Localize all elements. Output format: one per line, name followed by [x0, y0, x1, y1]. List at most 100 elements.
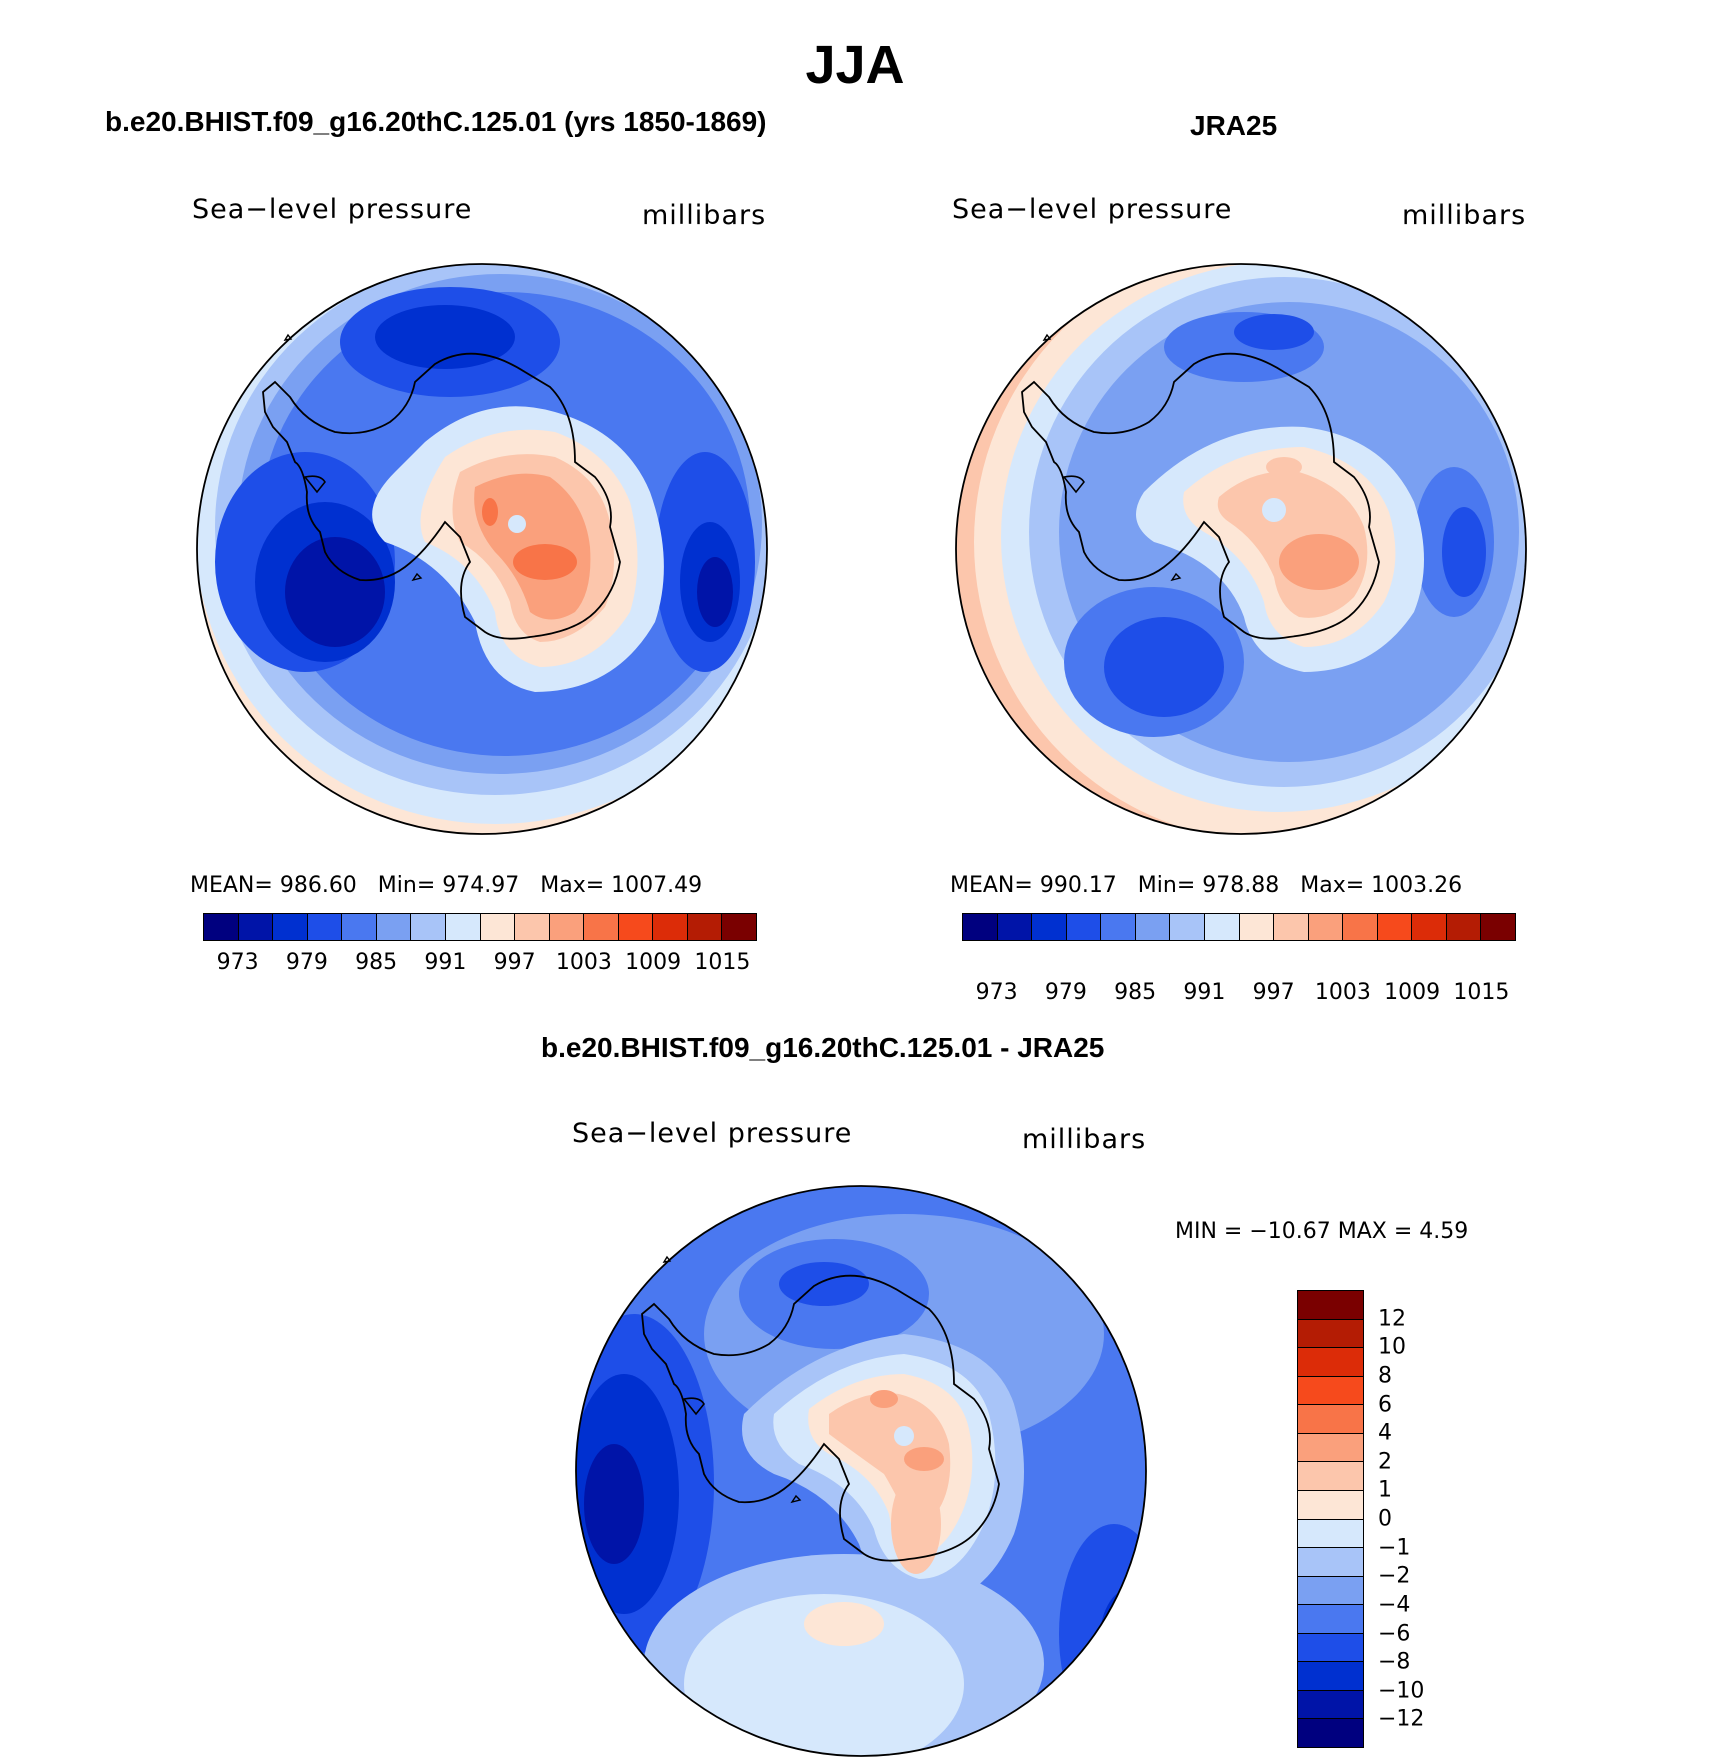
panel3-colorbar-ticks: 12 10 8 6 4 2 1 0 −1 −2 −4 −6 −8 −10 −12: [1378, 1290, 1478, 1748]
panel3-variable-label: Sea−level pressure: [572, 1118, 853, 1149]
panel3-colorbar-tick-label: 4: [1378, 1420, 1392, 1446]
panel3-colorbar-box: [1298, 1633, 1363, 1663]
panel1-colorbar-tick-label: 1003: [555, 950, 612, 975]
figure-title: JJA: [805, 35, 905, 95]
panel2-min-label: Min=: [1137, 873, 1196, 898]
panel1-colorbar-box: [204, 914, 239, 940]
panel2-colorbar-box: [1343, 914, 1378, 940]
panel1-max-value: 1007.49: [611, 873, 703, 898]
panel3-units-label: millibars: [1022, 1124, 1147, 1155]
panel3-colorbar-box: [1298, 1319, 1363, 1349]
panel1-title: b.e20.BHIST.f09_g16.20thC.125.01 (yrs 18…: [105, 106, 767, 137]
panel2-min-value: 978.88: [1202, 873, 1280, 898]
panel2-colorbar-box: [1204, 914, 1240, 940]
panel3-colorbar-box: [1298, 1405, 1363, 1434]
panel2-colorbar-box: [1481, 914, 1515, 940]
panel2-colorbar-tick-label: 1009: [1384, 980, 1441, 1005]
panel2-colorbar-box: [1377, 914, 1413, 940]
panel2-colorbar-box: [1308, 914, 1344, 940]
panel3-colorbar-tick-label: 12: [1378, 1306, 1406, 1332]
panel3-colorbar-tick-label: −12: [1378, 1706, 1425, 1732]
panel3-colorbar: [1297, 1290, 1364, 1748]
panel1-stats: MEAN= 986.60 Min= 974.97 Max= 1007.49: [190, 873, 702, 898]
panel2-mean-value: 990.17: [1039, 873, 1117, 898]
panel2-colorbar-box: [997, 914, 1033, 940]
panel3-colorbar-tick-label: 2: [1378, 1449, 1392, 1475]
panel1-colorbar-tick-label: 1009: [625, 950, 682, 975]
panel1-colorbar-box: [687, 914, 723, 940]
panel3-colorbar-box: [1298, 1662, 1363, 1691]
panel3-colorbar-box: [1298, 1576, 1363, 1606]
panel2-colorbar-box: [1032, 914, 1067, 940]
panel1-mean-label: MEAN=: [190, 873, 273, 898]
panel1-colorbar-tick-label: 973: [216, 950, 259, 975]
panel3-colorbar-tick-label: −4: [1378, 1592, 1411, 1618]
panel2-colorbar-tick-label: 991: [1183, 980, 1226, 1005]
panel1-colorbar-box: [722, 914, 756, 940]
panel1-colorbar-box: [549, 914, 585, 940]
panel3-colorbar-tick-label: 6: [1378, 1392, 1392, 1417]
panel1-colorbar-tick-label: 1015: [694, 950, 751, 975]
panel2-max-label: Max=: [1300, 873, 1365, 898]
panel2-max-value: 1003.26: [1371, 873, 1463, 898]
panel1-colorbar-tick-label: 985: [355, 950, 398, 975]
panel3-colorbar-box: [1298, 1719, 1363, 1747]
panel2-colorbar-tick-label: 1003: [1314, 980, 1371, 1005]
panel1-colorbar-box: [411, 914, 446, 940]
panel3-title: b.e20.BHIST.f09_g16.20thC.125.01 - JRA25: [541, 1032, 1105, 1063]
panel1-colorbar-ticks: 973 979 985 991 997 1003 1009 1015: [203, 950, 757, 980]
panel2-map: [955, 263, 1527, 835]
panel3-colorbar-box: [1298, 1605, 1363, 1634]
panel1-colorbar-box: [480, 914, 516, 940]
panel3-colorbar-tick-label: −10: [1378, 1678, 1425, 1704]
panel1-min-label: Min=: [377, 873, 436, 898]
panel2-colorbar-box: [1412, 914, 1447, 940]
panel2-colorbar-box: [963, 914, 998, 940]
panel2-stats: MEAN= 990.17 Min= 978.88 Max= 1003.26: [950, 873, 1462, 898]
panel1-colorbar-box: [273, 914, 308, 940]
panel1-colorbar-box: [307, 914, 343, 940]
panel2-colorbar: [962, 913, 1516, 941]
panel2-colorbar-box: [1446, 914, 1482, 940]
panel2-colorbar-ticks: 973 979 985 991 997 1003 1009 1015: [962, 980, 1516, 1010]
panel2-colorbar-tick-label: 985: [1114, 980, 1157, 1005]
panel1-units-label: millibars: [642, 200, 767, 231]
panel2-mean-label: MEAN=: [950, 873, 1033, 898]
panel1-mean-value: 986.60: [279, 873, 357, 898]
panel1-colorbar-box: [238, 914, 274, 940]
panel2-colorbar-box: [1101, 914, 1136, 940]
panel2-colorbar-box: [1066, 914, 1102, 940]
panel3-colorbar-tick-label: −8: [1378, 1649, 1411, 1675]
panel3-colorbar-tick-label: 8: [1378, 1363, 1392, 1389]
panel2-colorbar-tick-label: 997: [1252, 980, 1295, 1005]
panel3-colorbar-tick-label: −1: [1378, 1535, 1411, 1561]
panel3-colorbar-box: [1298, 1519, 1363, 1549]
panel3-colorbar-tick-label: −6: [1378, 1621, 1411, 1646]
panel3-colorbar-tick-label: 10: [1378, 1334, 1406, 1360]
panel3-colorbar-box: [1298, 1690, 1363, 1720]
panel1-colorbar-box: [342, 914, 377, 940]
panel3-colorbar-box: [1298, 1291, 1363, 1320]
panel1-colorbar-box: [653, 914, 688, 940]
panel1-colorbar-tick-label: 997: [493, 950, 536, 975]
panel3-colorbar-box: [1298, 1376, 1363, 1406]
panel3-colorbar-box: [1298, 1462, 1363, 1491]
panel3-colorbar-box: [1298, 1348, 1363, 1377]
panel1-colorbar-box: [584, 914, 619, 940]
panel1-map: [196, 263, 768, 835]
panel2-units-label: millibars: [1402, 200, 1527, 231]
panel3-colorbar-tick-label: −2: [1378, 1563, 1411, 1589]
panel2-colorbar-tick-label: 1015: [1453, 980, 1510, 1005]
panel2-colorbar-tick-label: 973: [975, 980, 1018, 1005]
panel2-colorbar-box: [1274, 914, 1309, 940]
panel1-colorbar-tick-label: 991: [424, 950, 467, 975]
panel3-colorbar-tick-label: 0: [1378, 1506, 1392, 1532]
panel3-colorbar-tick-label: 1: [1378, 1477, 1392, 1503]
panel1-min-value: 974.97: [442, 873, 520, 898]
panel1-colorbar: [203, 913, 757, 941]
panel3-colorbar-box: [1298, 1433, 1363, 1463]
panel2-colorbar-box: [1170, 914, 1205, 940]
panel2-title: JRA25: [1190, 110, 1278, 141]
panel3-minmax: MIN = −10.67 MAX = 4.59: [1175, 1219, 1469, 1244]
panel1-colorbar-tick-label: 979: [285, 950, 328, 975]
